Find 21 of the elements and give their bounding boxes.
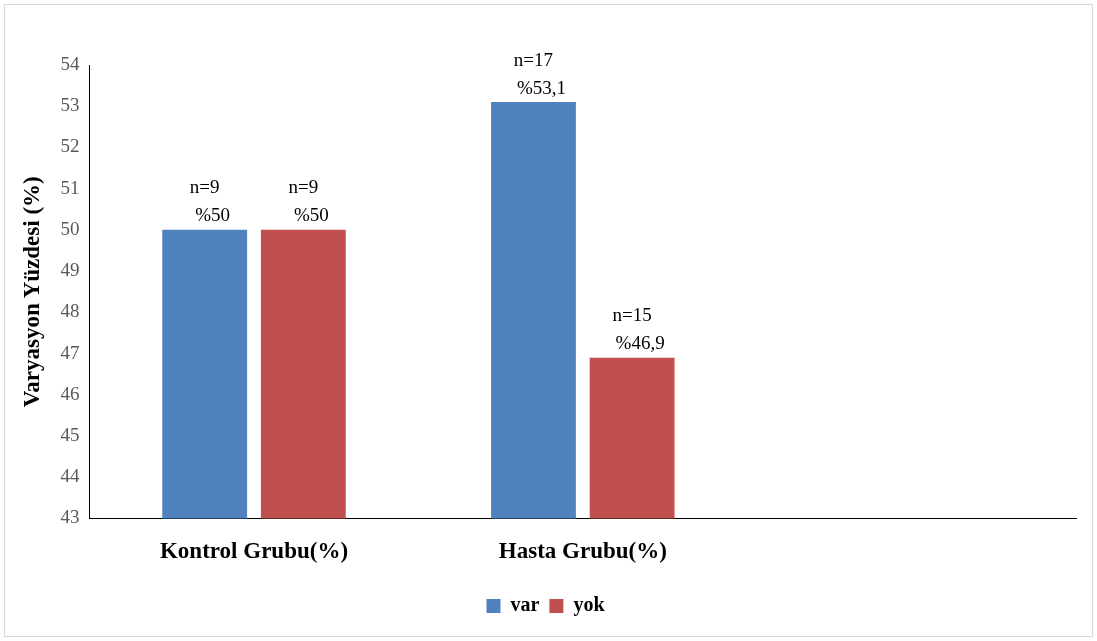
x-tick-label: Kontrol Grubu(%) bbox=[159, 538, 349, 564]
legend-label: var bbox=[510, 593, 540, 616]
y-tick-label: 51 bbox=[60, 176, 80, 198]
data-label: n=17 %53,1 bbox=[513, 48, 567, 98]
data-label: n=15 %46,9 bbox=[612, 304, 665, 354]
y-axis-title: Varyasyon Yüzdesi (%) bbox=[18, 176, 44, 408]
y-tick-label: 50 bbox=[60, 217, 80, 239]
y-tick-label: 48 bbox=[60, 300, 80, 322]
y-tick-label: 49 bbox=[60, 259, 80, 281]
data-label: n=9 %50 bbox=[288, 176, 329, 226]
x-tick-label: Hasta Grubu(%) bbox=[498, 538, 667, 564]
legend-label: yok bbox=[573, 593, 606, 617]
y-tick-label: 53 bbox=[60, 94, 80, 116]
y-tick-label: 44 bbox=[60, 465, 81, 487]
y-tick-label: 52 bbox=[60, 135, 80, 157]
data-label: n=9 %50 bbox=[189, 176, 231, 226]
y-tick-label: 45 bbox=[60, 423, 80, 445]
y-tick-label: 47 bbox=[60, 341, 80, 363]
y-tick-label: 54 bbox=[60, 52, 81, 74]
y-tick-label: 46 bbox=[60, 382, 80, 404]
y-tick-label: 43 bbox=[60, 506, 80, 528]
